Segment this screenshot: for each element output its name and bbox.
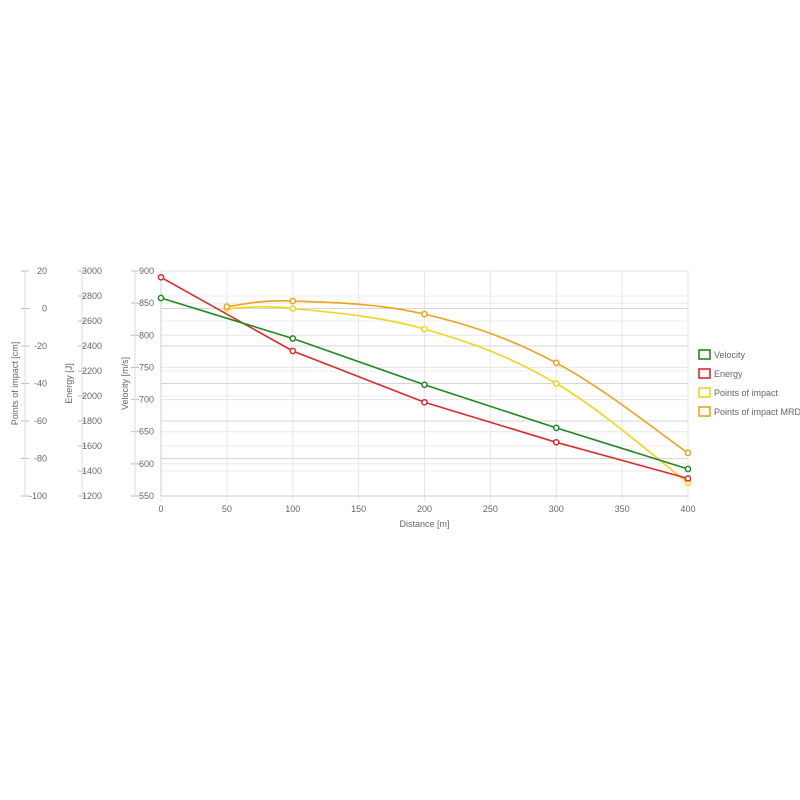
x-tick-label: 300 (549, 504, 564, 514)
energy-tick-label: 1600 (82, 441, 102, 451)
data-point-velocity[interactable] (684, 465, 692, 473)
series (157, 273, 692, 487)
energy-tick-label: 2200 (82, 366, 102, 376)
axes: 0 50 100 150 200 250 300 350 4005506006507007508… (10, 266, 696, 529)
legend-item-velocity[interactable]: Velocity (698, 349, 746, 360)
legend-swatch (698, 349, 711, 360)
energy-tick-label: 2800 (82, 291, 102, 301)
energy-tick-label: 1200 (82, 491, 102, 501)
data-point-points-of-impact[interactable] (289, 305, 297, 312)
legend-swatch (698, 368, 711, 379)
legend-swatch (698, 387, 711, 398)
poi-tick-label: -60 (34, 416, 47, 426)
data-point-velocity[interactable] (552, 424, 560, 432)
x-axis-title: Distance [m] (399, 519, 449, 529)
legend-label: Points of impact (714, 388, 779, 398)
x-tick-label: 0 (158, 504, 163, 514)
x-tick-label: 350 (615, 504, 630, 514)
legend[interactable]: Velocity Energy Points of impact Points of … (698, 349, 800, 417)
data-point-energy[interactable] (552, 438, 560, 446)
legend-item-points-of-impact[interactable]: Points of impact (698, 387, 779, 398)
poi-tick-label: -100 (29, 491, 47, 501)
data-point-points-of-impact-mrd[interactable] (421, 310, 428, 318)
x-tick-label: 400 (680, 504, 695, 514)
x-tick-label: 150 (351, 504, 366, 514)
energy-tick-label: 2000 (82, 391, 102, 401)
series-line-points-of-impact (226, 306, 689, 484)
data-point-points-of-impact-mrd[interactable] (289, 297, 297, 305)
velocity-tick-label: 650 (139, 427, 154, 437)
poi-tick-label: -40 (34, 379, 47, 389)
data-point-points-of-impact[interactable] (552, 380, 560, 387)
data-point-points-of-impact-mrd[interactable] (552, 359, 560, 367)
velocity-tick-label: 700 (139, 395, 154, 405)
velocity-tick-label: 850 (139, 298, 154, 308)
series-line-points-of-impact-mrd (226, 299, 689, 454)
data-point-energy[interactable] (684, 475, 692, 482)
x-tick-label: 50 (222, 504, 232, 514)
data-point-points-of-impact-mrd[interactable] (684, 449, 692, 457)
x-tick-label: 250 (483, 504, 498, 514)
legend-swatch (698, 406, 711, 417)
velocity-tick-label: 900 (139, 266, 154, 276)
data-point-energy[interactable] (157, 273, 165, 281)
data-point-points-of-impact-mrd[interactable] (223, 303, 231, 310)
legend-label: Velocity (714, 350, 746, 360)
velocity-tick-label: 750 (139, 362, 154, 372)
poi-tick-label: 20 (37, 266, 47, 276)
velocity-tick-label: 600 (139, 459, 154, 469)
legend-label: Energy (714, 369, 743, 379)
velocity-tick-label: 800 (139, 330, 154, 340)
legend-label: Points of impact MRD (714, 407, 800, 417)
energy-tick-label: 2400 (82, 341, 102, 351)
poi-axis-title: Points of impact [cm] (10, 342, 20, 426)
poi-tick-label: 0 (42, 304, 47, 314)
data-point-energy[interactable] (421, 398, 428, 406)
energy-tick-label: 2600 (82, 316, 102, 326)
data-point-velocity[interactable] (157, 294, 165, 302)
x-tick-label: 200 (417, 504, 432, 514)
poi-tick-label: -80 (34, 454, 47, 464)
legend-item-energy[interactable]: Energy (698, 368, 743, 379)
data-point-velocity[interactable] (289, 335, 297, 342)
legend-item-points-of-impact-mrd[interactable]: Points of impact MRD (698, 406, 800, 417)
energy-tick-label: 1800 (82, 416, 102, 426)
data-point-energy[interactable] (289, 347, 297, 355)
energy-tick-label: 1400 (82, 466, 102, 476)
data-point-points-of-impact[interactable] (421, 325, 428, 333)
x-tick-label: 100 (285, 504, 300, 514)
poi-tick-label: -20 (34, 341, 47, 351)
velocity-tick-label: 550 (139, 491, 154, 501)
energy-tick-label: 3000 (82, 266, 102, 276)
velocity-axis-title: Velocity [m/s] (120, 357, 130, 410)
energy-axis-title: Energy [J] (64, 363, 74, 404)
data-point-velocity[interactable] (421, 381, 428, 389)
